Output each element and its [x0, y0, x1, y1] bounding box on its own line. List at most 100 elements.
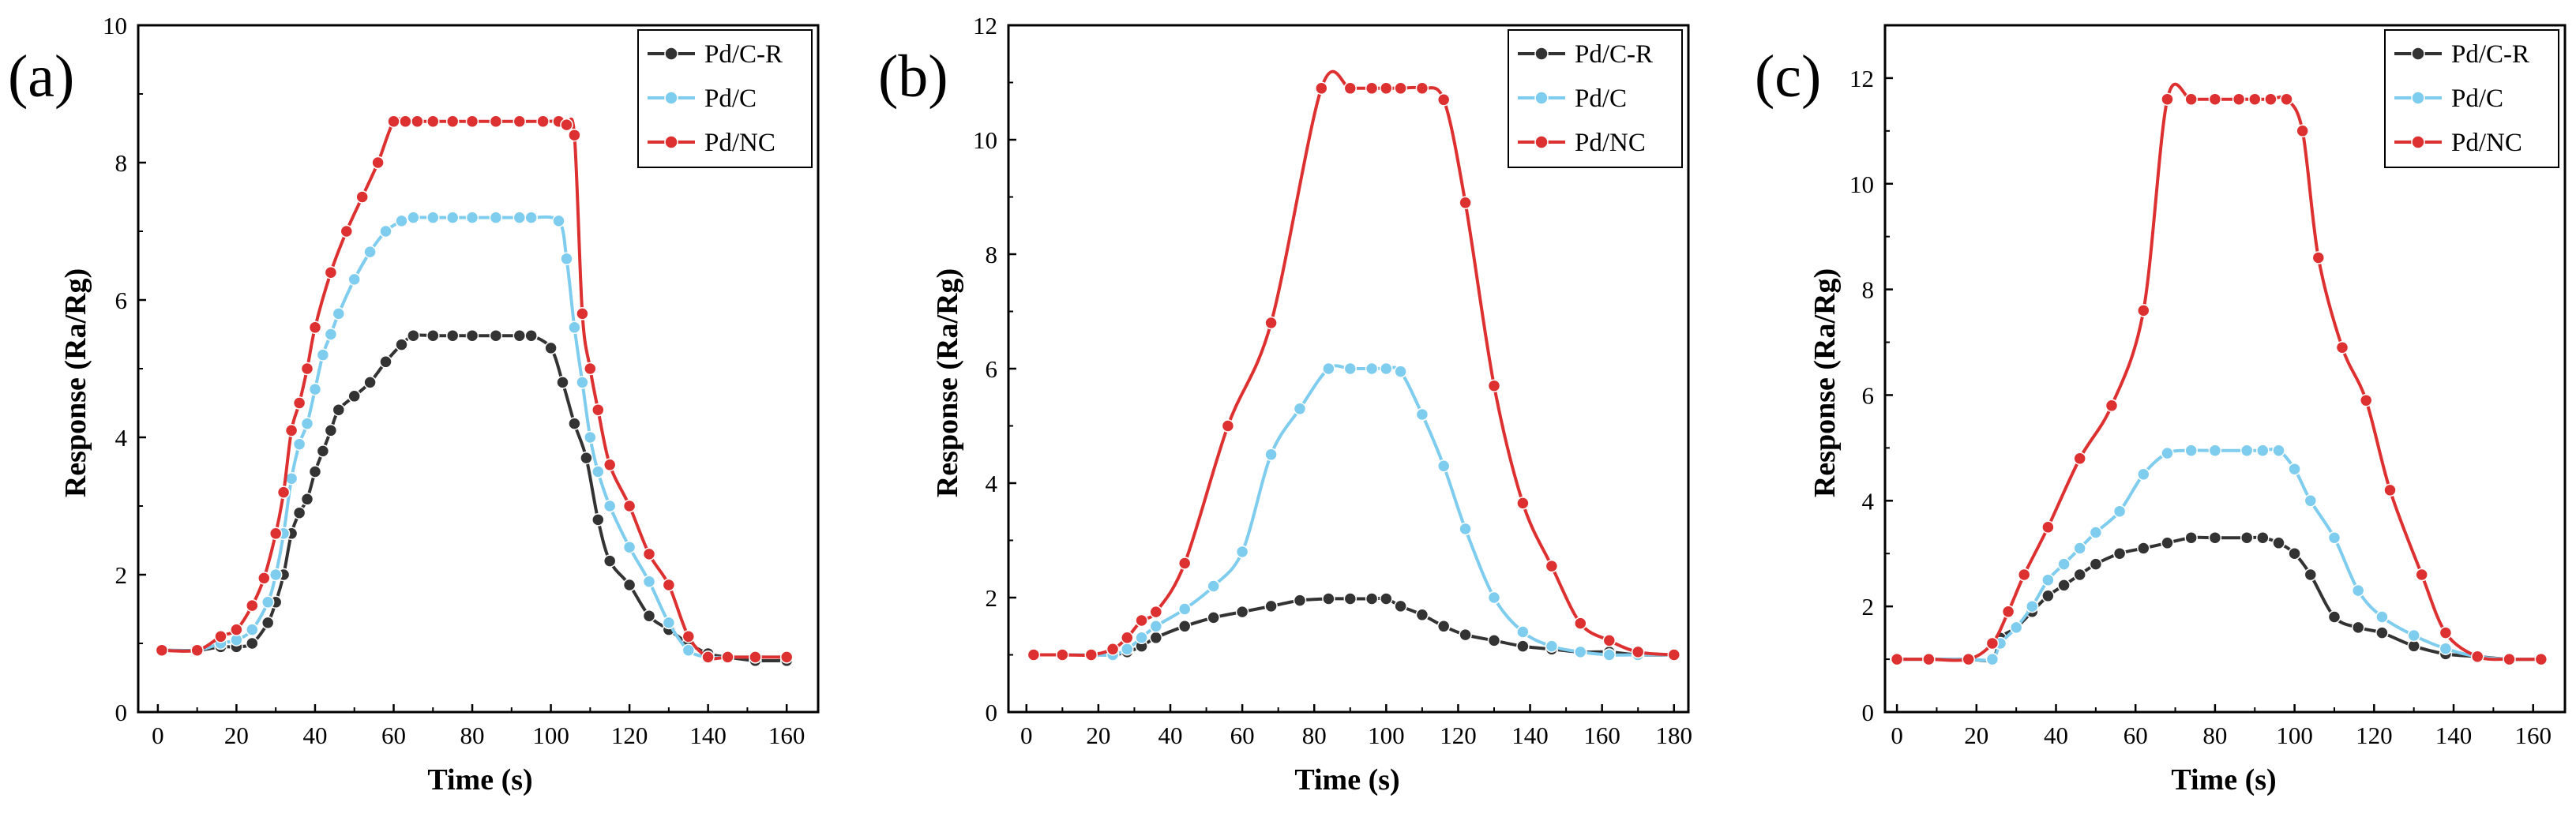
data-point — [544, 341, 558, 355]
data-point — [1545, 559, 1559, 573]
data-point — [513, 114, 527, 129]
data-point — [591, 513, 605, 527]
y-tick-label: 4 — [1862, 487, 1875, 515]
legend-item: Pd/NC — [648, 129, 775, 157]
data-point — [2256, 444, 2270, 457]
legend-swatch-marker — [2411, 47, 2425, 61]
data-point — [1177, 620, 1192, 633]
data-point — [1207, 611, 1220, 624]
data-point — [1459, 196, 1472, 210]
x-tick-label: 20 — [224, 722, 249, 749]
data-point — [2137, 542, 2150, 555]
legend-swatch-marker — [1534, 91, 1549, 105]
data-point — [2073, 452, 2086, 466]
data-point — [411, 114, 424, 129]
x-tick-label: 160 — [768, 722, 805, 749]
data-point — [556, 376, 569, 389]
data-point — [190, 643, 204, 657]
data-point — [622, 540, 636, 554]
data-point — [2041, 520, 2055, 534]
data-point — [2280, 92, 2293, 106]
data-point — [1121, 643, 1134, 656]
data-point — [2089, 526, 2103, 539]
data-point — [155, 643, 169, 657]
chart-panel-c: (c) Response (Ra/Rg) Time (s) 0 20 40 60 80 1… — [1755, 24, 2567, 797]
data-point — [426, 328, 440, 343]
data-point — [355, 190, 369, 204]
data-point — [568, 321, 581, 335]
data-point — [560, 252, 573, 266]
data-point — [1343, 592, 1357, 605]
data-point — [300, 493, 314, 506]
data-point — [1365, 81, 1379, 96]
x-tick-label: 140 — [2435, 722, 2473, 749]
data-point — [347, 389, 361, 403]
data-point — [682, 630, 696, 643]
data-point — [316, 444, 330, 458]
data-point — [426, 211, 440, 224]
legend-swatch-marker — [664, 135, 678, 149]
data-point — [387, 114, 400, 129]
data-point — [1121, 631, 1134, 645]
data-point — [2137, 467, 2150, 482]
data-point — [2304, 568, 2318, 582]
x-tick-label: 20 — [1964, 722, 1988, 749]
plot-frame — [1007, 24, 1690, 714]
data-point — [524, 328, 538, 343]
data-point — [1487, 634, 1501, 647]
legend: Pd/C-R Pd/C Pd/NC — [2384, 29, 2559, 168]
legend-item: Pd/C — [1518, 84, 1627, 113]
x-tick-label: 0 — [1891, 722, 1903, 749]
data-point — [584, 430, 597, 444]
data-point — [2375, 610, 2389, 624]
series-pd-c — [1027, 362, 1681, 662]
x-tick-label: 140 — [689, 722, 727, 749]
legend-label: Pd/C — [704, 84, 757, 113]
data-point — [1135, 631, 1148, 645]
data-point — [2184, 92, 2198, 106]
x-tick-label: 40 — [2044, 722, 2068, 749]
data-point — [513, 211, 527, 224]
y-tick-label: 0 — [986, 699, 998, 726]
data-point — [268, 527, 283, 541]
x-tick-label: 100 — [532, 722, 569, 749]
chart-panel-b: (b) Response (Ra/Rg) Time (s) 0 20 40 60 80 1… — [878, 12, 1692, 797]
y-tick-label: 2 — [115, 561, 128, 589]
data-point — [445, 114, 460, 129]
series-pd-nc — [1027, 69, 1681, 662]
panel-label: (c) — [1755, 43, 1821, 110]
data-point — [2288, 462, 2301, 476]
data-point — [1177, 602, 1192, 616]
data-point — [246, 623, 259, 636]
data-point — [513, 328, 527, 343]
data-point — [1436, 620, 1451, 633]
data-point — [1027, 648, 1041, 662]
y-tick-label: 12 — [973, 12, 997, 39]
legend-label: Pd/NC — [1575, 129, 1646, 157]
data-point — [2184, 444, 2198, 457]
data-point — [276, 485, 291, 499]
data-point — [379, 355, 392, 369]
data-point — [2272, 536, 2285, 550]
data-point — [2383, 483, 2397, 497]
data-point — [300, 362, 314, 376]
y-tick-label: 10 — [1849, 171, 1874, 198]
data-point — [395, 338, 408, 351]
legend-item: Pd/C-R — [648, 40, 783, 69]
y-tick-label: 2 — [986, 584, 998, 612]
data-point — [642, 609, 656, 623]
data-point — [2503, 652, 2516, 666]
data-point — [721, 650, 734, 664]
data-point — [701, 650, 715, 664]
data-point — [371, 156, 385, 170]
data-point — [1135, 613, 1148, 628]
data-point — [284, 424, 299, 437]
data-point — [568, 417, 581, 430]
series-layer — [1027, 69, 1681, 662]
data-point — [465, 114, 479, 129]
data-point — [779, 650, 794, 664]
data-point — [2327, 610, 2341, 624]
data-point — [340, 224, 354, 238]
data-point — [1207, 579, 1220, 593]
